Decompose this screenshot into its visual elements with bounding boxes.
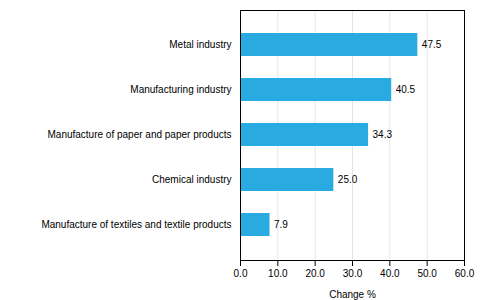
svg-text:50.0: 50.0 [417,268,437,279]
svg-text:47.5: 47.5 [422,39,442,50]
svg-text:10.0: 10.0 [268,268,288,279]
svg-text:60.0: 60.0 [455,268,475,279]
svg-text:25.0: 25.0 [338,174,358,185]
svg-text:40.0: 40.0 [380,268,400,279]
svg-text:Manufacturing industry: Manufacturing industry [130,84,231,95]
svg-text:Change %: Change % [329,289,376,300]
svg-text:7.9: 7.9 [274,219,288,230]
svg-text:Manufacture of textiles and te: Manufacture of textiles and textile prod… [41,219,231,230]
svg-text:30.0: 30.0 [343,268,363,279]
svg-text:20.0: 20.0 [305,268,325,279]
svg-text:Metal industry: Metal industry [169,39,231,50]
svg-text:40.5: 40.5 [396,84,416,95]
svg-text:34.3: 34.3 [373,129,393,140]
svg-text:Manufacture of paper and paper: Manufacture of paper and paper products [47,129,231,140]
svg-text:0.0: 0.0 [234,268,248,279]
svg-text:Chemical industry: Chemical industry [152,174,231,185]
